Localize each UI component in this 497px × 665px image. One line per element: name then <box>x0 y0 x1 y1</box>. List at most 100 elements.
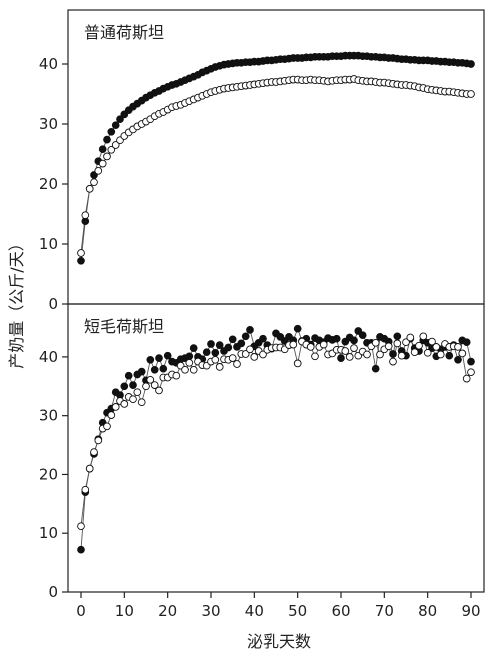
panel-frame <box>67 9 485 305</box>
x-tick-label: 40 <box>245 602 264 620</box>
point-filled <box>163 351 172 360</box>
point-open <box>81 485 90 494</box>
point-filled <box>185 352 194 361</box>
point-filled <box>129 381 137 389</box>
point-open <box>142 382 150 391</box>
point-open <box>341 347 350 355</box>
point-open <box>467 368 475 377</box>
point-filled <box>350 336 358 345</box>
point-filled <box>332 334 341 343</box>
point-open <box>77 249 85 257</box>
series-line <box>80 327 472 550</box>
panel-title: 普通荷斯坦 <box>84 23 164 42</box>
point-open <box>77 522 85 531</box>
point-open <box>350 344 358 352</box>
point-filled <box>211 348 220 357</box>
point-filled <box>155 354 163 362</box>
point-open <box>150 381 159 389</box>
point-open <box>111 403 120 411</box>
point-open <box>94 166 103 175</box>
x-tick-label: 60 <box>331 602 350 620</box>
y-tick-label: 30 <box>39 115 58 133</box>
point-open <box>311 352 319 361</box>
point-open <box>250 353 259 361</box>
x-tick-label: 50 <box>288 602 307 620</box>
point-open <box>129 395 137 404</box>
point-open <box>228 354 237 362</box>
point-filled <box>202 348 211 357</box>
point-filled <box>241 332 250 341</box>
point-filled <box>111 121 120 130</box>
point-open <box>345 353 354 361</box>
point-open <box>428 337 436 346</box>
point-open <box>172 371 181 380</box>
panel-title: 短毛荷斯坦 <box>84 317 164 336</box>
point-filled <box>293 324 302 333</box>
point-open <box>293 359 302 368</box>
point-open <box>107 411 116 419</box>
point-filled <box>207 340 215 348</box>
point-open <box>415 341 423 350</box>
y-tick-label: 30 <box>39 407 58 425</box>
point-filled <box>228 335 237 344</box>
x-tick-label: 10 <box>115 602 134 620</box>
x-tick-label: 30 <box>201 602 220 620</box>
point-filled <box>116 115 124 124</box>
point-open <box>137 398 146 407</box>
point-filled <box>103 135 111 144</box>
point-filled <box>150 365 159 374</box>
panel-frame <box>67 303 485 593</box>
x-tick-label: 20 <box>158 602 177 620</box>
point-open <box>111 141 120 149</box>
point-open <box>306 343 315 351</box>
point-open <box>458 349 467 358</box>
x-tick-label: 70 <box>375 602 394 620</box>
point-filled <box>358 331 367 340</box>
x-tick-label: 90 <box>461 602 480 620</box>
point-open <box>85 184 94 193</box>
point-open <box>371 338 380 347</box>
point-open <box>189 365 198 374</box>
point-filled <box>159 364 168 373</box>
point-open <box>246 345 254 354</box>
y-tick-label: 20 <box>39 175 58 193</box>
point-open <box>363 350 371 359</box>
point-open <box>289 340 298 349</box>
y-axis-label: 产奶量（公斤/天） <box>7 235 26 368</box>
point-open <box>98 159 107 168</box>
point-open <box>81 211 90 220</box>
point-open <box>155 386 163 395</box>
x-tick-label: 0 <box>76 602 86 620</box>
point-open <box>211 355 220 364</box>
point-open <box>423 348 432 357</box>
point-open <box>432 343 441 351</box>
x-axis-label: 泌乳天数 <box>247 632 311 651</box>
point-filled <box>77 256 85 265</box>
point-filled <box>120 382 129 391</box>
point-open <box>454 343 462 351</box>
point-open <box>393 339 402 348</box>
point-filled <box>454 355 462 364</box>
point-open <box>133 388 142 397</box>
point-filled <box>224 343 233 352</box>
point-open <box>406 333 415 342</box>
point-open <box>462 374 471 383</box>
point-open <box>389 357 397 366</box>
y-tick-label: 40 <box>39 348 58 366</box>
y-tick-label: 0 <box>48 295 58 313</box>
point-filled <box>393 332 402 341</box>
point-filled <box>445 351 454 360</box>
point-filled <box>337 354 345 362</box>
point-open <box>467 90 475 98</box>
point-open <box>107 145 116 154</box>
point-filled <box>246 326 254 334</box>
point-filled <box>467 60 475 68</box>
point-filled <box>259 334 267 343</box>
panel-top: 0 10 20 30 40 普通荷斯坦 <box>39 9 485 313</box>
point-filled <box>189 344 198 352</box>
point-open <box>384 342 393 351</box>
point-open <box>94 436 103 445</box>
point-filled <box>124 371 133 380</box>
point-open <box>120 400 129 408</box>
